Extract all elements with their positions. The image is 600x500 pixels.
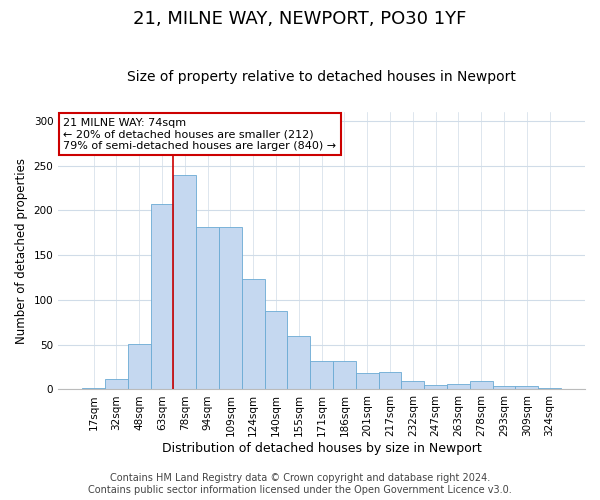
Y-axis label: Number of detached properties: Number of detached properties: [15, 158, 28, 344]
Bar: [401, 380, 424, 390]
Text: 21, MILNE WAY, NEWPORT, PO30 1YF: 21, MILNE WAY, NEWPORT, PO30 1YF: [133, 10, 467, 28]
Bar: [379, 372, 401, 390]
Bar: [424, 385, 447, 390]
Bar: [310, 361, 333, 390]
Bar: [128, 344, 151, 390]
Bar: [196, 228, 219, 390]
Bar: [173, 174, 196, 390]
Bar: [151, 204, 173, 390]
Bar: [82, 388, 105, 390]
Bar: [333, 361, 356, 390]
Bar: [105, 378, 128, 390]
Bar: [242, 280, 265, 390]
Title: Size of property relative to detached houses in Newport: Size of property relative to detached ho…: [127, 70, 516, 85]
Bar: [493, 386, 515, 390]
Bar: [356, 374, 379, 390]
Bar: [219, 228, 242, 390]
Text: 21 MILNE WAY: 74sqm
← 20% of detached houses are smaller (212)
79% of semi-detac: 21 MILNE WAY: 74sqm ← 20% of detached ho…: [64, 118, 337, 151]
Bar: [447, 384, 470, 390]
Bar: [515, 386, 538, 390]
Text: Contains HM Land Registry data © Crown copyright and database right 2024.
Contai: Contains HM Land Registry data © Crown c…: [88, 474, 512, 495]
Bar: [287, 336, 310, 390]
Bar: [265, 310, 287, 390]
Bar: [470, 380, 493, 390]
Bar: [538, 388, 561, 390]
X-axis label: Distribution of detached houses by size in Newport: Distribution of detached houses by size …: [162, 442, 481, 455]
